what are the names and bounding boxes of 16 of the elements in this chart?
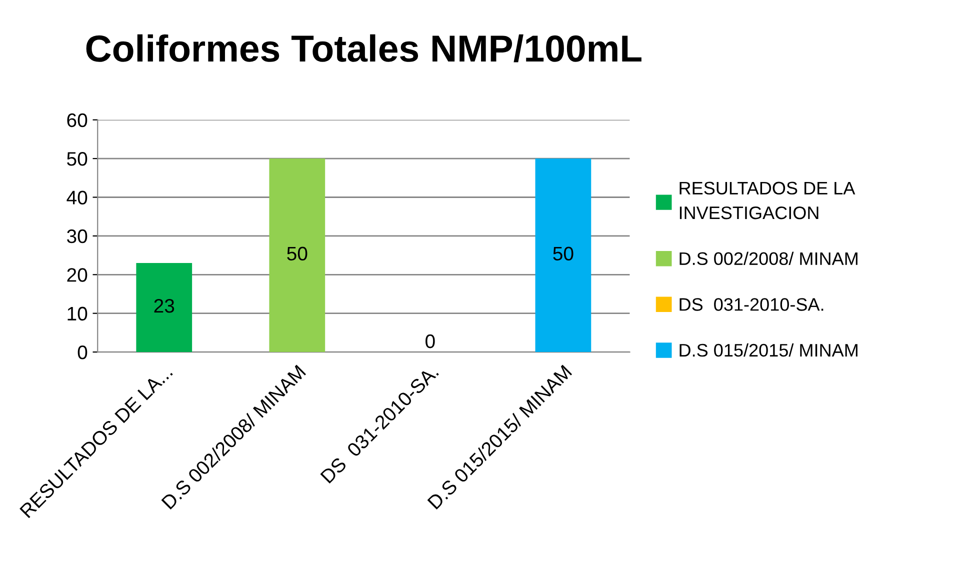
data-label: 0 <box>426 334 435 348</box>
legend-label: D.S 002/2008/ MINAM <box>680 252 858 266</box>
y-tick-label: 30 <box>67 229 88 244</box>
y-tick-label: 0 <box>78 346 88 360</box>
y-tick-label: 10 <box>68 306 88 321</box>
y-tick-label: 50 <box>67 152 88 166</box>
data-label: 23 <box>154 298 174 313</box>
chart-title: Coliformes Totales NMP/100mL <box>86 34 642 62</box>
data-label: 50 <box>553 246 574 261</box>
legend-label: RESULTADOS DE LA INVESTIGACION <box>680 182 856 220</box>
data-label: 50 <box>287 246 308 261</box>
legend-label: DS 031-2010-SA. <box>680 298 824 311</box>
y-tick-label: 40 <box>66 190 88 204</box>
y-tick-label: 60 <box>67 113 88 128</box>
y-tick-label: 20 <box>67 268 88 282</box>
legend-label: D.S 015/2015/ MINAM <box>680 343 858 357</box>
